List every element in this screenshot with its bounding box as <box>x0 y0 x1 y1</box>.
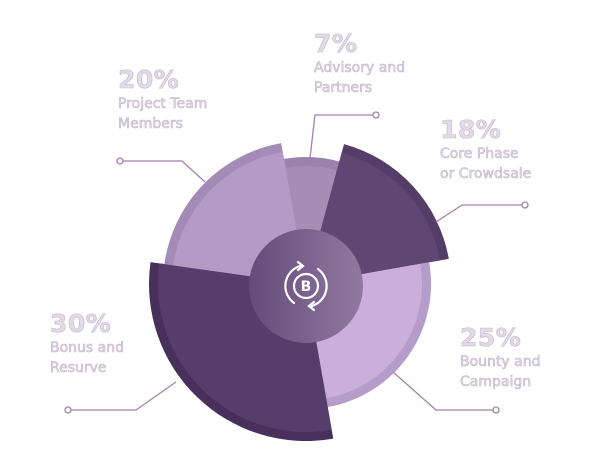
percent-advisory: 7% <box>314 29 358 58</box>
text-advisory: Advisory and Partners <box>314 60 406 97</box>
svg-text:B: B <box>301 279 312 295</box>
center-circle <box>249 229 363 343</box>
text-core-phase: Core Phase or Crowdsale <box>440 146 532 183</box>
percent-bounty: 25% <box>460 323 522 352</box>
leader-line-bonus <box>68 381 177 411</box>
leader-dot-advisory <box>372 111 380 119</box>
leader-line-bounty <box>392 371 496 411</box>
text-project-team: Project Team Members <box>118 96 208 133</box>
leader-dot-project-team <box>116 157 124 165</box>
percent-bonus: 30% <box>50 309 112 338</box>
percent-core-phase: 18% <box>440 115 502 144</box>
leader-dot-bounty <box>492 406 500 414</box>
label-bounty: 25% Bounty and Campaign <box>460 323 541 392</box>
percent-project-team: 20% <box>118 65 180 94</box>
bitcoin-exchange-icon: B <box>284 260 328 312</box>
text-bonus: Bonus and Resurve <box>50 340 125 377</box>
label-advisory: 7% Advisory and Partners <box>314 29 406 98</box>
text-bounty: Bounty and Campaign <box>460 354 541 391</box>
segment-inner-advisory <box>285 166 337 284</box>
label-core-phase: 18% Core Phase or Crowdsale <box>440 115 532 184</box>
leader-dot-bonus <box>64 406 72 414</box>
label-bonus: 30% Bonus and Resurve <box>50 309 125 378</box>
leader-line-advisory <box>309 114 376 159</box>
label-project-team: 20% Project Team Members <box>118 65 208 134</box>
leader-dot-core-phase <box>521 201 529 209</box>
leader-line-core-phase <box>435 204 525 223</box>
leader-line-project-team <box>120 160 206 183</box>
